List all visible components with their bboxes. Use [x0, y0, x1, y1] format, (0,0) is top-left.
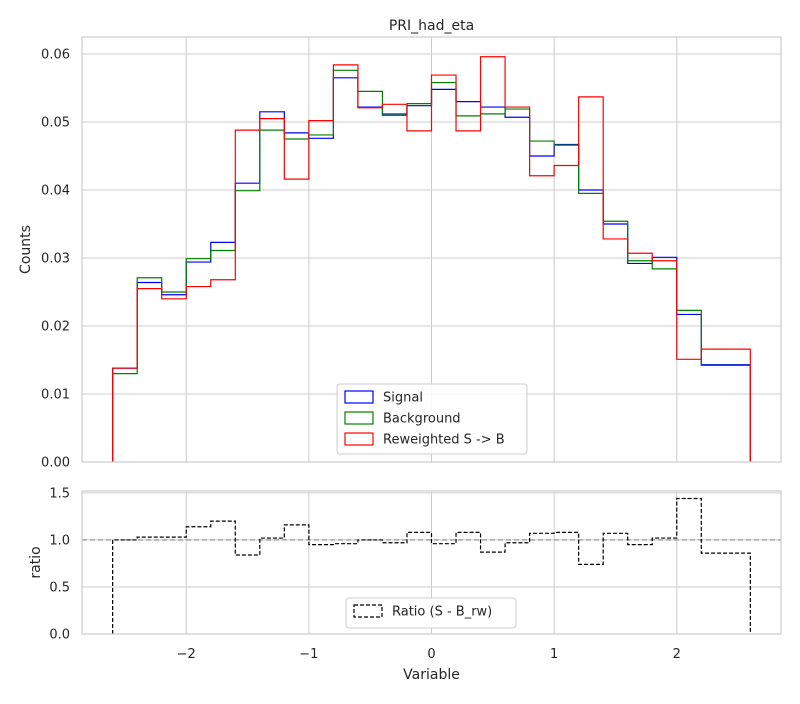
- ratio-y-tick-label: 1.5: [49, 486, 70, 501]
- ratio-legend-box: [345, 597, 517, 629]
- main-legend-swatch-3: [344, 432, 374, 446]
- ratio-series-line-1: [112, 497, 751, 634]
- ratio-panel: 0.0 0.5 1.0 1.5 −2 −1 0 1 2 Variable ratio Rati…: [28, 486, 782, 683]
- main-legend-swatch-1: [344, 390, 374, 404]
- main-y-tick-label: 0.01: [41, 388, 70, 403]
- ratio-x-tick-label: 0: [427, 647, 435, 662]
- main-y-tick-label: 0.03: [41, 252, 70, 267]
- main-legend-label-1: Signal: [383, 391, 423, 406]
- main-series-group: [112, 56, 751, 462]
- ratio-legend: Ratio (S - B_rw): [345, 597, 517, 629]
- main-y-tick-label: 0.00: [41, 456, 70, 471]
- ratio-legend-label-1: Ratio (S - B_rw): [392, 605, 492, 620]
- main-legend: Signal Background Reweighted S -> B: [336, 383, 528, 455]
- ratio-series-group: [112, 497, 751, 634]
- main-chart-title: PRI_had_eta: [389, 18, 474, 34]
- main-series-line-3: [112, 56, 751, 462]
- ratio-x-tick-label: −1: [299, 647, 318, 662]
- ratio-x-ticks: −2 −1 0 1 2: [177, 647, 681, 662]
- ratio-y-tick-label: 1.0: [49, 533, 70, 548]
- ratio-y-tick-label: 0.0: [49, 628, 70, 643]
- ratio-x-tick-label: −2: [177, 647, 196, 662]
- ratio-x-tick-label: 1: [550, 647, 558, 662]
- ratio-y-ticks: 0.0 0.5 1.0 1.5: [49, 486, 70, 642]
- main-legend-swatch-2: [344, 411, 374, 425]
- main-y-tick-label: 0.05: [41, 116, 70, 131]
- main-legend-label-2: Background: [383, 412, 461, 427]
- ratio-plot-frame: [81, 490, 782, 635]
- ratio-x-axis-label: Variable: [403, 667, 460, 683]
- main-y-axis-label: Counts: [18, 225, 34, 274]
- ratio-y-axis-label: ratio: [28, 546, 44, 578]
- main-legend-box: [336, 383, 528, 455]
- main-y-ticks: 0.00 0.01 0.02 0.03 0.04 0.05 0.06: [41, 48, 70, 471]
- ratio-y-tick-label: 0.5: [49, 580, 70, 595]
- main-y-tick-label: 0.06: [41, 48, 70, 63]
- main-panel: 0.00 0.01 0.02 0.03 0.04 0.05 0.06 PRI_had_eta…: [18, 18, 782, 471]
- main-plot-frame: [81, 36, 782, 463]
- main-y-tick-label: 0.02: [41, 320, 70, 335]
- ratio-x-tick-label: 2: [673, 647, 681, 662]
- main-y-tick-label: 0.04: [41, 184, 70, 199]
- ratio-legend-swatch-1: [353, 604, 383, 618]
- main-legend-label-3: Reweighted S -> B: [383, 433, 505, 448]
